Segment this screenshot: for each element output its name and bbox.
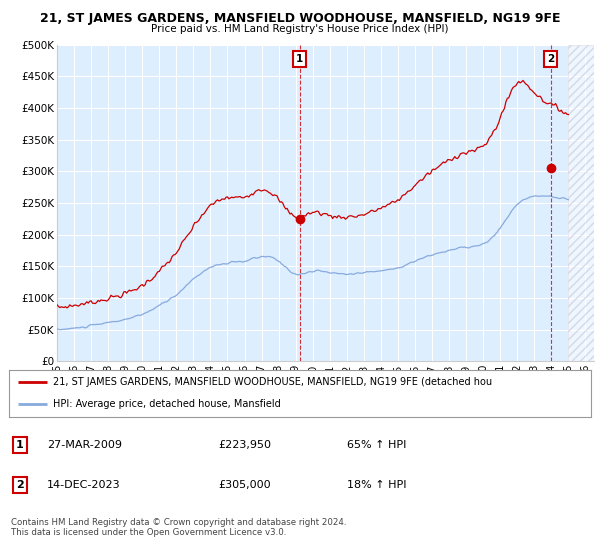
Text: 27-MAR-2009: 27-MAR-2009: [47, 440, 122, 450]
Text: Price paid vs. HM Land Registry's House Price Index (HPI): Price paid vs. HM Land Registry's House …: [151, 24, 449, 34]
Text: 18% ↑ HPI: 18% ↑ HPI: [347, 479, 406, 489]
Text: 2: 2: [547, 54, 554, 64]
Text: 2: 2: [16, 479, 24, 489]
Text: Contains HM Land Registry data © Crown copyright and database right 2024.
This d: Contains HM Land Registry data © Crown c…: [11, 518, 346, 538]
Text: £305,000: £305,000: [218, 479, 271, 489]
Text: 65% ↑ HPI: 65% ↑ HPI: [347, 440, 406, 450]
Text: 1: 1: [296, 54, 303, 64]
Text: 1: 1: [16, 440, 24, 450]
Text: 14-DEC-2023: 14-DEC-2023: [47, 479, 121, 489]
Bar: [568, 45, 594, 361]
Text: £223,950: £223,950: [218, 440, 272, 450]
Text: HPI: Average price, detached house, Mansfield: HPI: Average price, detached house, Mans…: [53, 399, 280, 409]
Text: 21, ST JAMES GARDENS, MANSFIELD WOODHOUSE, MANSFIELD, NG19 9FE (detached hou: 21, ST JAMES GARDENS, MANSFIELD WOODHOUS…: [53, 377, 492, 388]
Text: 21, ST JAMES GARDENS, MANSFIELD WOODHOUSE, MANSFIELD, NG19 9FE: 21, ST JAMES GARDENS, MANSFIELD WOODHOUS…: [40, 12, 560, 25]
